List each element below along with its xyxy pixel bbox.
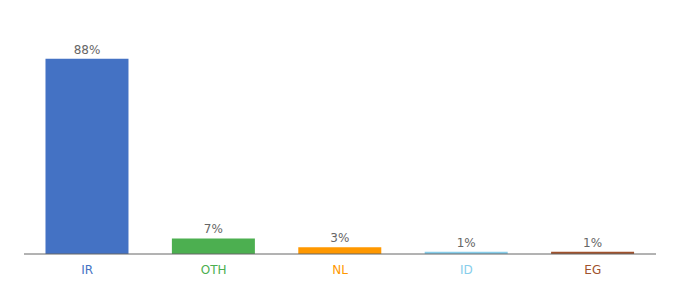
svg-text:88%: 88% [74, 43, 101, 57]
svg-text:EG: EG [584, 263, 601, 277]
svg-text:3%: 3% [330, 231, 349, 245]
svg-text:ID: ID [460, 263, 473, 277]
svg-text:NL: NL [332, 263, 348, 277]
svg-text:1%: 1% [583, 236, 602, 250]
svg-text:IR: IR [81, 263, 93, 277]
svg-text:7%: 7% [204, 222, 223, 236]
svg-text:OTH: OTH [201, 263, 227, 277]
svg-text:1%: 1% [457, 236, 476, 250]
